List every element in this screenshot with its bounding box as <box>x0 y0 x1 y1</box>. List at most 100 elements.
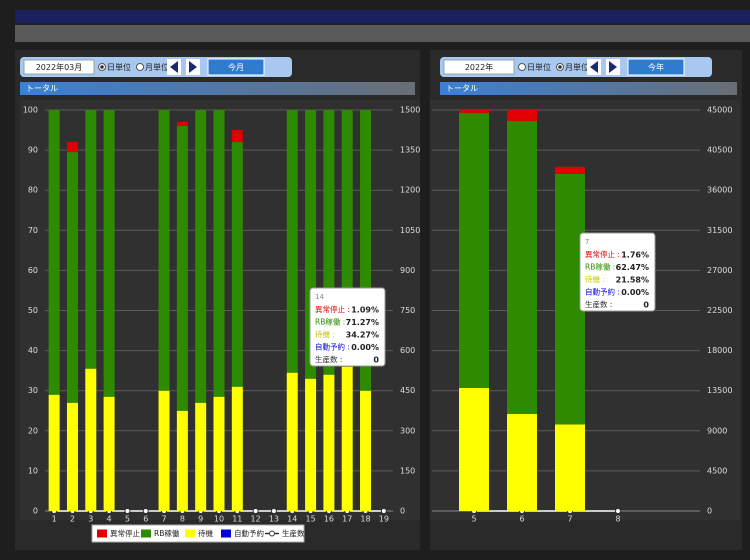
tooltip-value: 0 <box>373 356 379 365</box>
y2-tick-label: 1200 <box>400 186 420 195</box>
bar-segment <box>176 122 188 127</box>
section-header <box>440 82 737 95</box>
y-tick-label: 90 <box>28 146 38 155</box>
x-tick-label: 3 <box>88 515 93 524</box>
legend-label: RB稼働 <box>154 528 180 538</box>
bar-segment <box>459 387 489 511</box>
y2-tick-label: 450 <box>400 386 415 395</box>
bar-segment <box>48 110 60 395</box>
action-button[interactable] <box>627 58 685 76</box>
bar-segment <box>231 142 243 387</box>
tooltip-label: 待機 : <box>585 274 605 284</box>
bar-segment <box>459 112 489 388</box>
tooltip-value: 34.27% <box>346 331 379 340</box>
x-tick-label: 7 <box>162 515 167 524</box>
bar-segment <box>176 126 188 411</box>
bar-segment <box>286 110 298 373</box>
radio[interactable] <box>136 63 144 71</box>
y2-tick-label: 18000 <box>707 346 732 355</box>
action-button[interactable] <box>207 58 265 76</box>
y2-tick-label: 900 <box>400 266 415 275</box>
y-tick-label: 70 <box>28 226 38 235</box>
bar-segment <box>176 410 188 511</box>
section-header <box>20 82 415 95</box>
y-tick-label: 60 <box>28 266 38 275</box>
y2-tick-label: 1500 <box>400 106 420 115</box>
tooltip-label: 異常停止 : <box>585 249 620 259</box>
y2-tick-label: 0 <box>707 507 712 516</box>
tooltip-value: 71.27% <box>346 318 379 327</box>
bar-segment <box>158 110 170 391</box>
tooltip-label: 自動予約 : <box>585 287 620 297</box>
bar-segment <box>507 120 537 414</box>
tooltip-label: 自動予約 : <box>315 342 350 352</box>
y2-tick-label: 13500 <box>707 386 732 395</box>
tooltip <box>579 232 656 312</box>
bar-segment <box>66 402 78 511</box>
point <box>380 508 387 514</box>
y2-tick-label: 31500 <box>707 226 732 235</box>
bar-segment <box>85 368 97 511</box>
point <box>615 508 621 514</box>
y-tick-label: 20 <box>28 426 38 435</box>
date-input[interactable] <box>443 59 515 75</box>
bar-segment <box>231 130 243 143</box>
bar-segment <box>103 396 115 511</box>
x-tick-label: 9 <box>198 515 203 524</box>
radio-dot <box>100 65 104 69</box>
bar-segment <box>555 166 585 174</box>
point <box>142 508 149 514</box>
radio-label: 日単位 <box>107 62 131 72</box>
y-tick-label: 100 <box>23 106 38 115</box>
y-tick-label: 30 <box>28 386 38 395</box>
tooltip-value: 21.58% <box>616 276 649 285</box>
y2-tick-label: 150 <box>400 466 415 475</box>
y2-tick-label: 1050 <box>400 226 420 235</box>
bar-segment <box>48 394 60 511</box>
y-tick-label: 50 <box>28 306 38 315</box>
legend-swatch <box>269 530 275 537</box>
bar-segment <box>103 110 115 397</box>
bar-segment <box>286 372 298 511</box>
legend-swatch <box>97 529 107 538</box>
x-tick-label: 18 <box>360 515 370 524</box>
tooltip-label: 異常停止 : <box>315 304 350 314</box>
y2-tick-label: 9000 <box>707 426 727 435</box>
point <box>124 508 131 514</box>
legend-label: 異常停止 <box>110 528 140 538</box>
tooltip-value: 0.00% <box>621 288 649 297</box>
date-input[interactable] <box>23 59 95 75</box>
y-tick-label: 40 <box>28 346 38 355</box>
bar-segment <box>66 142 78 153</box>
legend-label: 自動予約 <box>234 528 264 538</box>
action-label: 今年 <box>648 62 664 72</box>
bar-segment <box>459 110 489 113</box>
x-tick-label: 5 <box>471 515 476 524</box>
x-tick-label: 13 <box>269 515 279 524</box>
tooltip-value: 0 <box>643 301 649 310</box>
x-tick-label: 2 <box>70 515 75 524</box>
bar-segment <box>323 110 335 375</box>
bar-segment <box>213 110 225 397</box>
y2-tick-label: 750 <box>400 306 415 315</box>
radio[interactable] <box>518 63 526 71</box>
x-tick-label: 12 <box>251 515 261 524</box>
point <box>252 508 259 514</box>
bar-segment <box>341 110 353 367</box>
tooltip-label: RB稼働 : <box>585 262 615 272</box>
legend-swatch <box>221 529 231 538</box>
y2-tick-label: 300 <box>400 426 415 435</box>
top-bar <box>15 10 750 23</box>
radio-label: 月単位 <box>565 62 589 72</box>
y2-tick-label: 1350 <box>400 146 420 155</box>
tooltip-value: 1.09% <box>351 306 379 315</box>
y2-tick-label: 0 <box>400 507 405 516</box>
tooltip-value: 62.47% <box>616 263 649 272</box>
legend-label: 待機 <box>198 528 213 538</box>
bar-segment <box>213 396 225 511</box>
y2-tick-label: 40500 <box>707 146 732 155</box>
x-tick-label: 1 <box>52 515 57 524</box>
x-tick-label: 17 <box>342 515 352 524</box>
bar-segment <box>195 110 207 403</box>
x-tick-label: 16 <box>324 515 334 524</box>
